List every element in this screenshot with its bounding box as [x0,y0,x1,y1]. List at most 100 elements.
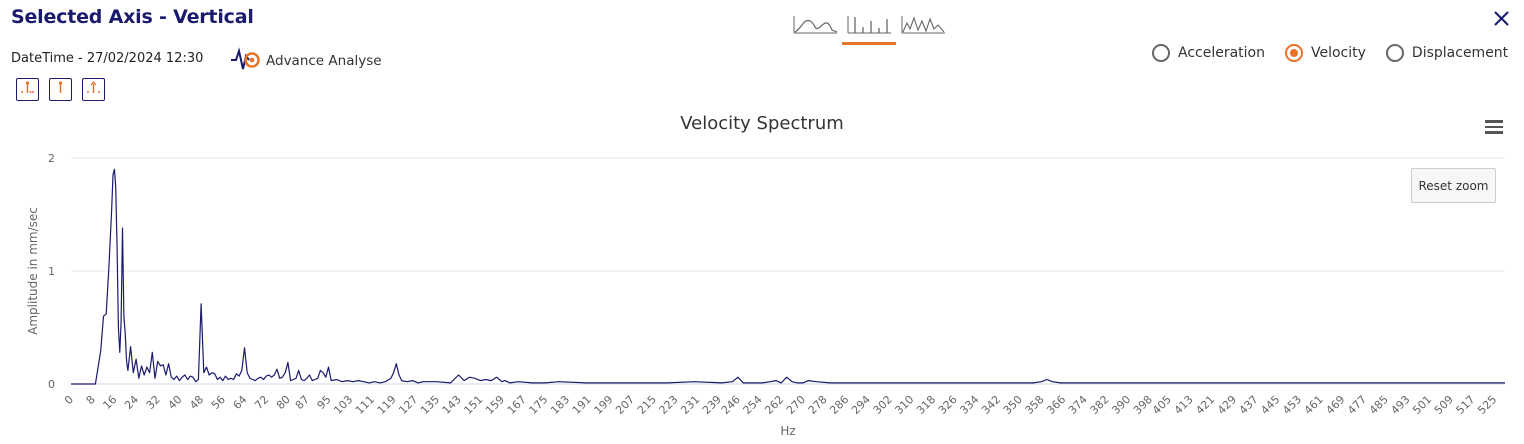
x-tick-label: 485 [1367,393,1391,417]
x-tick-label: 32 [144,393,163,412]
x-tick-label: 477 [1345,393,1369,417]
x-tick-label: 501 [1410,393,1434,417]
harmonic-cursor-button[interactable] [82,78,105,101]
x-tick-label: 24 [122,393,141,412]
chart-menu-button[interactable] [1485,120,1503,136]
x-tick-label: 509 [1432,393,1456,417]
radio-displacement[interactable]: Displacement [1386,44,1508,62]
x-tick-label: 469 [1323,393,1347,417]
x-tick-label: 127 [396,393,420,417]
x-tick-label: 215 [635,393,659,417]
x-tick-label: 366 [1044,393,1068,417]
close-button[interactable] [1492,9,1512,29]
x-tick-label: 350 [1001,393,1025,417]
x-tick-label: 310 [892,393,916,417]
close-icon [1492,14,1512,33]
x-axis-label: Hz [780,424,795,438]
x-tick-label: 40 [165,393,184,412]
x-tick-label: 159 [483,393,507,417]
x-tick-label: 334 [957,393,981,417]
x-tick-label: 103 [331,393,355,417]
x-tick-label: 453 [1280,393,1304,417]
x-tick-label: 254 [741,393,765,417]
radio-acceleration-circle[interactable] [1152,44,1170,62]
x-tick-label: 342 [979,393,1003,417]
x-tick-label: 493 [1388,393,1412,417]
x-tick-label: 525 [1475,393,1499,417]
y-tick-label: 2 [48,152,55,165]
radio-velocity-circle[interactable] [1285,44,1303,62]
x-tick-label: 56 [209,393,228,412]
spectrum-view-icon [846,13,892,39]
x-tick-label: 358 [1023,393,1047,417]
reset-zoom-button[interactable]: Reset zoom [1411,168,1496,203]
x-tick-label: 95 [315,393,334,412]
y-tick-label: 1 [48,265,55,278]
x-tick-label: 119 [375,393,399,417]
tab-spectrum[interactable] [842,8,896,44]
hamburger-icon-bar [1485,131,1503,134]
x-tick-label: 437 [1237,393,1261,417]
single-cursor-icon [52,79,69,100]
cursor-toolbar [16,78,105,101]
x-tick-label: 151 [461,393,485,417]
spectrum-line [71,169,1505,384]
x-tick-label: 0 [62,393,76,407]
x-tick-label: 111 [353,393,377,417]
radio-acceleration-label: Acceleration [1178,45,1265,61]
peak-cursor-button[interactable] [16,78,39,101]
hamburger-icon-bar [1485,126,1503,129]
x-tick-label: 429 [1215,393,1239,417]
datetime-label: DateTime - 27/02/2024 12:30 [11,51,203,66]
unit-radio-group: Acceleration Velocity Displacement [1152,44,1508,62]
x-tick-label: 87 [293,393,312,412]
single-cursor-button[interactable] [49,78,72,101]
y-axis-label: Amplitude in mm/sec [26,207,40,335]
chart-title: Velocity Spectrum [0,113,1524,134]
advance-analyse-label: Advance Analyse [266,53,382,69]
view-tabs [788,8,950,44]
x-tick-label: 16 [100,393,119,412]
x-tick-label: 405 [1150,393,1174,417]
x-tick-label: 294 [849,393,873,417]
advance-analyse-link[interactable]: Advance Analyse [230,46,382,76]
x-tick-label: 223 [657,393,681,417]
x-tick-label: 517 [1454,393,1478,417]
radio-acceleration[interactable]: Acceleration [1152,44,1265,62]
peak-cursor-icon [19,79,36,100]
x-tick-label: 8 [84,393,98,407]
harmonic-cursor-icon [85,79,102,100]
x-tick-label: 167 [505,393,529,417]
waveform-view-icon [792,13,838,39]
page-title: Selected Axis - Vertical [11,6,254,28]
x-tick-label: 175 [526,393,550,417]
radio-velocity[interactable]: Velocity [1285,44,1366,62]
x-tick-label: 135 [418,393,442,417]
x-tick-label: 72 [252,393,271,412]
x-tick-label: 246 [719,393,743,417]
x-tick-label: 270 [784,393,808,417]
x-tick-label: 80 [274,393,293,412]
x-tick-label: 278 [806,393,830,417]
x-tick-label: 413 [1172,393,1196,417]
x-tick-label: 326 [936,393,960,417]
radio-displacement-label: Displacement [1412,45,1508,61]
tab-envelope[interactable] [896,8,950,44]
x-tick-label: 183 [548,393,572,417]
tab-waveform[interactable] [788,8,842,44]
x-tick-label: 231 [678,393,702,417]
x-tick-label: 207 [613,393,637,417]
x-tick-label: 143 [440,393,464,417]
x-tick-label: 262 [762,393,786,417]
x-tick-label: 286 [827,393,851,417]
x-tick-label: 461 [1302,393,1326,417]
x-tick-label: 199 [592,393,616,417]
x-tick-label: 64 [231,393,250,412]
x-tick-label: 382 [1088,393,1112,417]
x-tick-label: 390 [1109,393,1133,417]
x-tick-label: 302 [871,393,895,417]
x-tick-label: 48 [187,393,206,412]
y-tick-label: 0 [48,378,55,391]
radio-displacement-circle[interactable] [1386,44,1404,62]
